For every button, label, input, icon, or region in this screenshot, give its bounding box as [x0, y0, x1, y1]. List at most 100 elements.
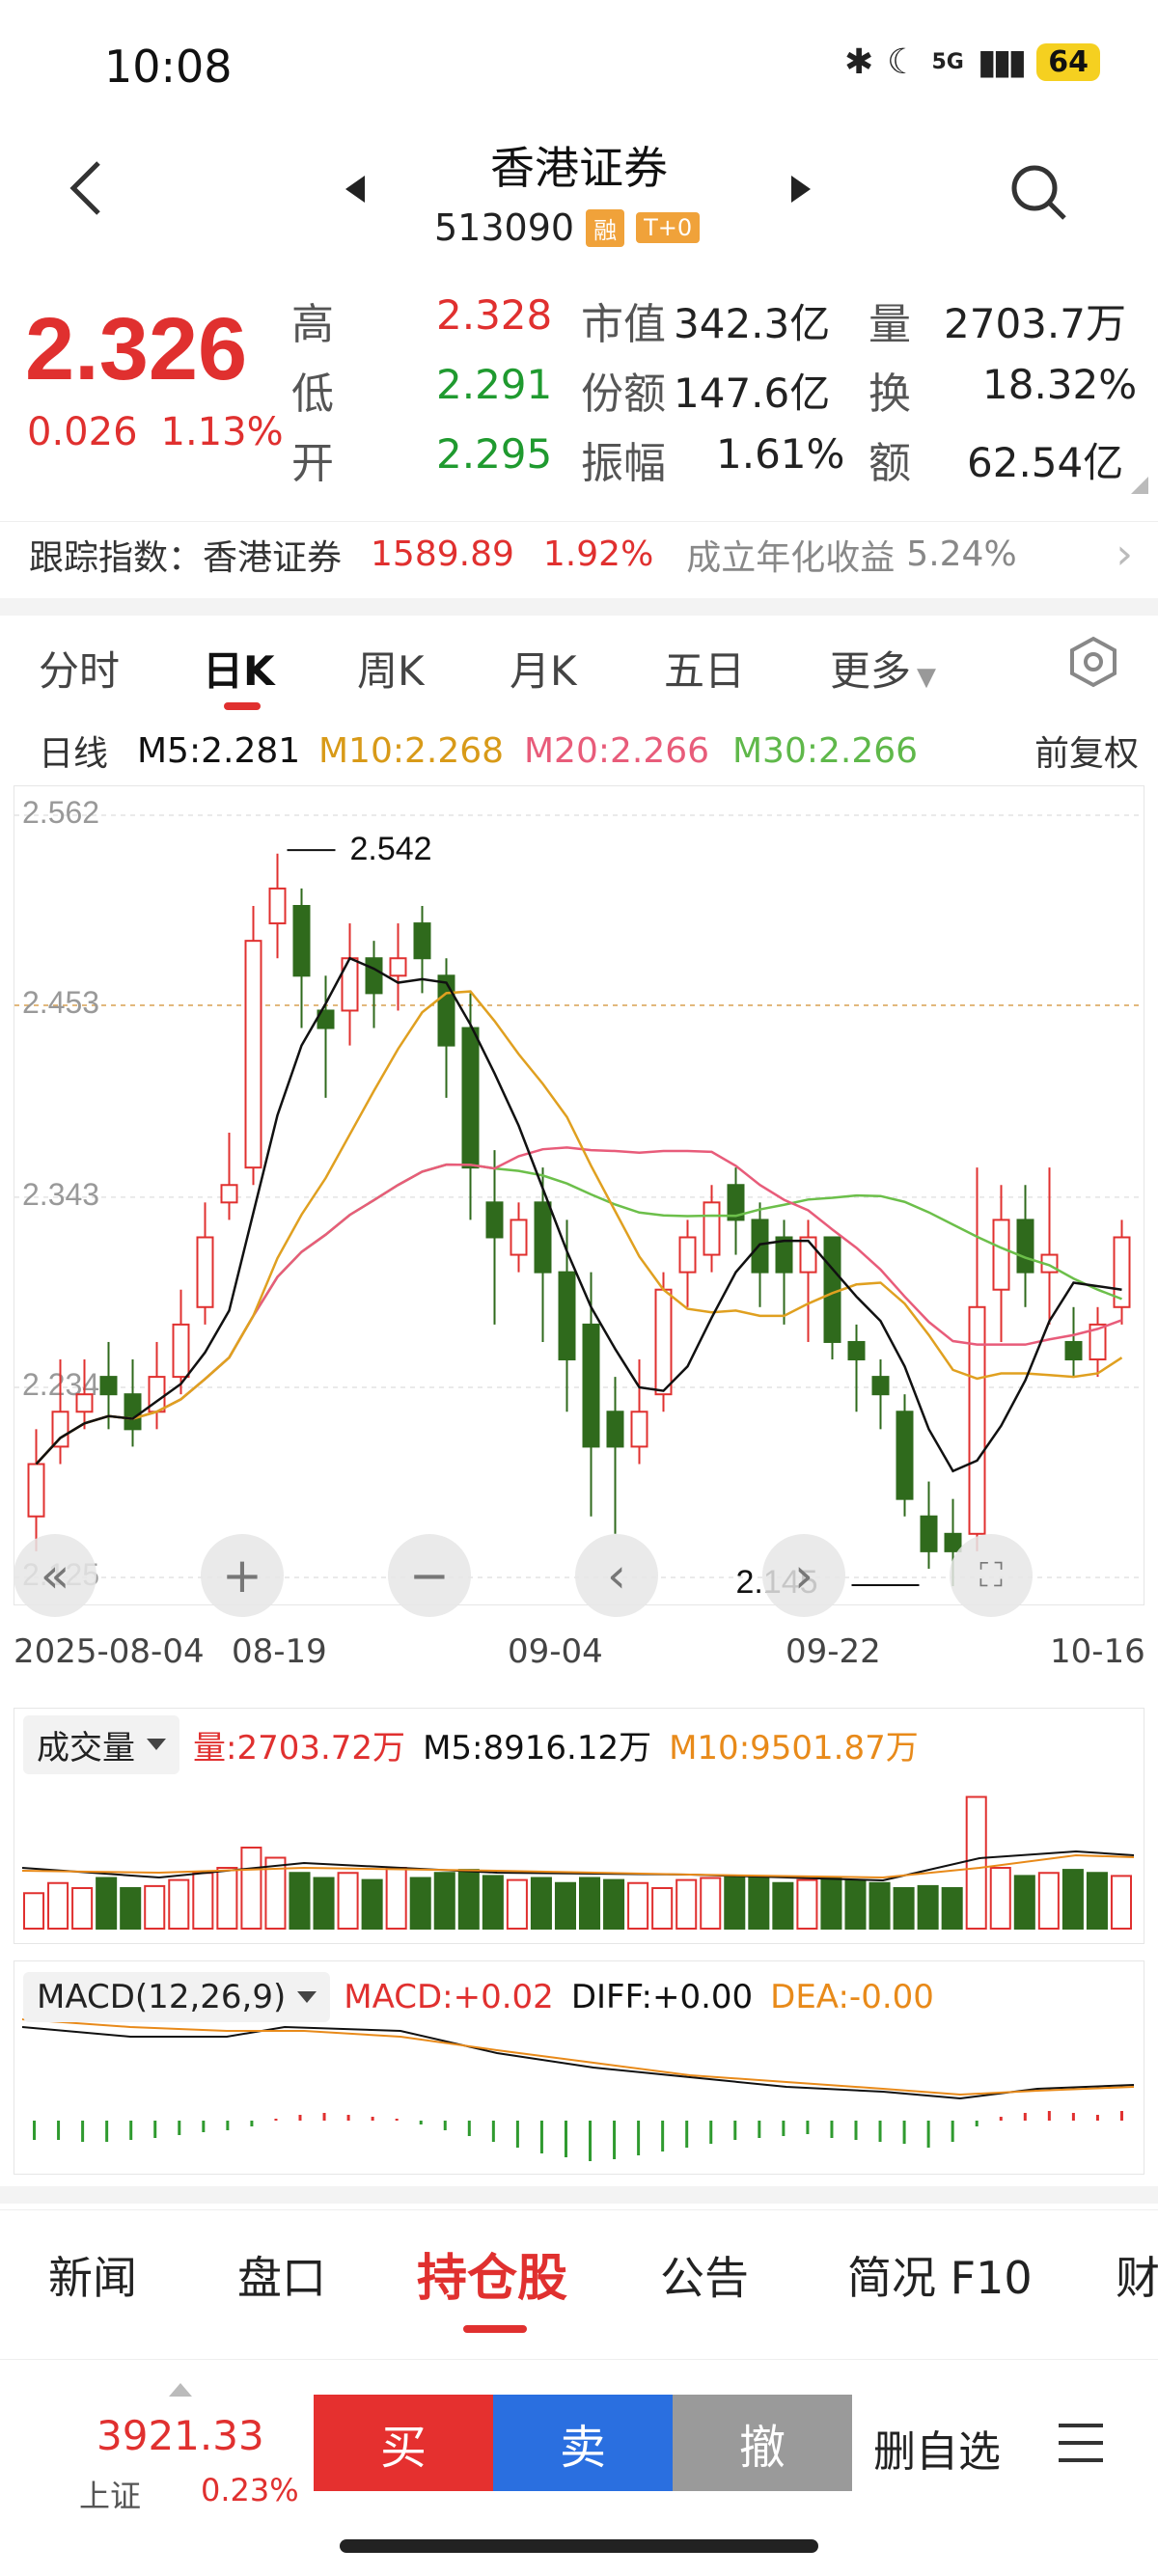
volume-bar — [264, 1856, 287, 1930]
volume-indicator-dropdown[interactable]: 成交量 — [23, 1714, 179, 1774]
zoom-in-icon[interactable]: + — [201, 1534, 284, 1617]
section-divider — [0, 2186, 1158, 2204]
candle-body — [220, 1184, 238, 1204]
macd-indicator-dropdown[interactable]: MACD(12,26,9) — [23, 1972, 331, 2022]
candle-body — [485, 1201, 504, 1239]
tab-five-day[interactable]: 五日 — [664, 647, 746, 695]
tab-order-book[interactable]: 盘口 — [237, 2252, 326, 2304]
candle-body — [944, 1532, 962, 1552]
yield-value: 5.24% — [906, 534, 1017, 574]
volume-m10-line — [21, 1853, 1135, 1879]
menu-icon[interactable] — [1057, 2422, 1105, 2464]
home-indicator — [340, 2539, 818, 2553]
candle-body — [1016, 1219, 1034, 1274]
tracking-index-row[interactable]: 跟踪指数： 香港证券 1589.89 1.92% 成立年化收益 5.24% › — [0, 521, 1158, 587]
candle-body — [582, 1323, 600, 1448]
volume-bar — [579, 1877, 601, 1930]
candle-body — [461, 1027, 480, 1169]
candle-body — [920, 1515, 938, 1552]
diff-value: DIFF:+0.00 — [570, 1978, 754, 2016]
candle-body — [99, 1376, 118, 1396]
low-value: 2.291 — [436, 361, 553, 408]
candle-body — [268, 887, 287, 925]
zoom-out-icon[interactable]: − — [388, 1534, 471, 1617]
tab-monthly-k[interactable]: 月K — [510, 647, 577, 695]
ma5-line — [35, 956, 1122, 1473]
caret-down-icon — [297, 1991, 317, 2003]
y-tick-label: 2.562 — [22, 795, 99, 830]
tracking-index-change: 1.92% — [542, 534, 654, 574]
volume-bar — [965, 1795, 987, 1930]
tab-holdings[interactable]: 持仓股 — [417, 2250, 568, 2308]
volume-chart[interactable] — [14, 1708, 1144, 1944]
volume-value: 2703.7万 — [944, 300, 1126, 347]
volume-bar — [844, 1878, 867, 1931]
bluetooth-icon: ✱ — [843, 42, 874, 82]
scroll-left-icon[interactable]: ‹ — [575, 1534, 658, 1617]
candle-body — [992, 1219, 1010, 1291]
volume-bar — [47, 1881, 69, 1930]
next-stock-icon[interactable] — [791, 176, 811, 203]
candle-body — [678, 1236, 697, 1274]
candle-body — [27, 1463, 45, 1518]
date-tick-2: 09-04 — [508, 1632, 603, 1671]
candle-body — [968, 1305, 986, 1535]
volume-bar — [651, 1887, 674, 1930]
market-cap-value: 342.3亿 — [674, 300, 831, 347]
current-price: 2.326 — [25, 300, 248, 398]
prev-stock-icon[interactable] — [345, 176, 365, 203]
candle-body — [413, 922, 431, 960]
shares-value: 147.6亿 — [674, 370, 831, 417]
sell-button[interactable]: 卖 — [493, 2395, 673, 2491]
back-icon[interactable] — [68, 159, 106, 217]
macd-chart[interactable] — [14, 1960, 1144, 2175]
candle-body — [196, 1236, 214, 1308]
scroll-right-icon[interactable]: › — [762, 1534, 845, 1617]
volume-bar — [724, 1875, 746, 1930]
tab-announcements[interactable]: 公告 — [660, 2252, 749, 2304]
price-change: 0.026 1.13% — [27, 410, 284, 454]
volume-bar — [144, 1884, 166, 1930]
volume-bar — [554, 1881, 577, 1930]
tracking-index-name: 香港证券 — [203, 537, 343, 578]
search-icon[interactable] — [1008, 162, 1068, 222]
candle-body — [847, 1340, 866, 1361]
expand-index-icon[interactable] — [169, 2383, 192, 2397]
candle-body — [510, 1219, 528, 1256]
sh-index-value[interactable]: 3921.33 — [96, 2412, 264, 2459]
cancel-order-button[interactable]: 撤 — [673, 2395, 852, 2491]
expand-quote-icon[interactable] — [1131, 477, 1148, 494]
active-tab-indicator — [224, 702, 261, 710]
tab-news[interactable]: 新闻 — [48, 2252, 137, 2304]
candle-body — [75, 1393, 94, 1413]
tab-intraday[interactable]: 分时 — [39, 647, 121, 695]
volume-bar — [506, 1878, 528, 1931]
tab-weekly-k[interactable]: 周K — [357, 647, 425, 695]
remove-watchlist-button[interactable]: 删自选 — [873, 2427, 1001, 2477]
volume-bar — [941, 1887, 963, 1930]
date-tick-4: 10-16 — [1050, 1632, 1145, 1671]
tab-daily-k[interactable]: 日K — [203, 647, 275, 695]
scroll-left-fast-icon[interactable]: « — [14, 1534, 96, 1617]
volume-bar — [603, 1878, 625, 1931]
buy-button[interactable]: 买 — [314, 2395, 493, 2491]
candle-body — [534, 1201, 552, 1274]
turnover-label: 换 — [868, 370, 911, 419]
amount-value: 62.54亿 — [967, 439, 1124, 486]
tab-more[interactable]: 更多 ▼ — [830, 639, 936, 698]
volume-bar — [868, 1881, 891, 1930]
ma-legend-row: 日线 M5:2.281 M10:2.268 M20:2.266 M30:2.26… — [0, 726, 1158, 776]
candle-body — [172, 1323, 190, 1379]
settings-icon[interactable] — [1066, 635, 1120, 689]
volume-bar — [1110, 1875, 1133, 1930]
high-label: 高 — [291, 300, 334, 349]
adjust-mode-button[interactable]: 前复权 — [1034, 734, 1140, 774]
tab-profile-f10[interactable]: 简况 F10 — [847, 2252, 1033, 2304]
date-tick-1: 08-19 — [232, 1632, 327, 1671]
fullscreen-icon[interactable]: ⛶ — [950, 1534, 1033, 1617]
signal-icon: ▮▮▮ — [977, 42, 1027, 82]
tab-finance[interactable]: 财 — [1116, 2252, 1158, 2304]
candle-body — [51, 1411, 69, 1448]
volume-bar — [989, 1867, 1011, 1930]
